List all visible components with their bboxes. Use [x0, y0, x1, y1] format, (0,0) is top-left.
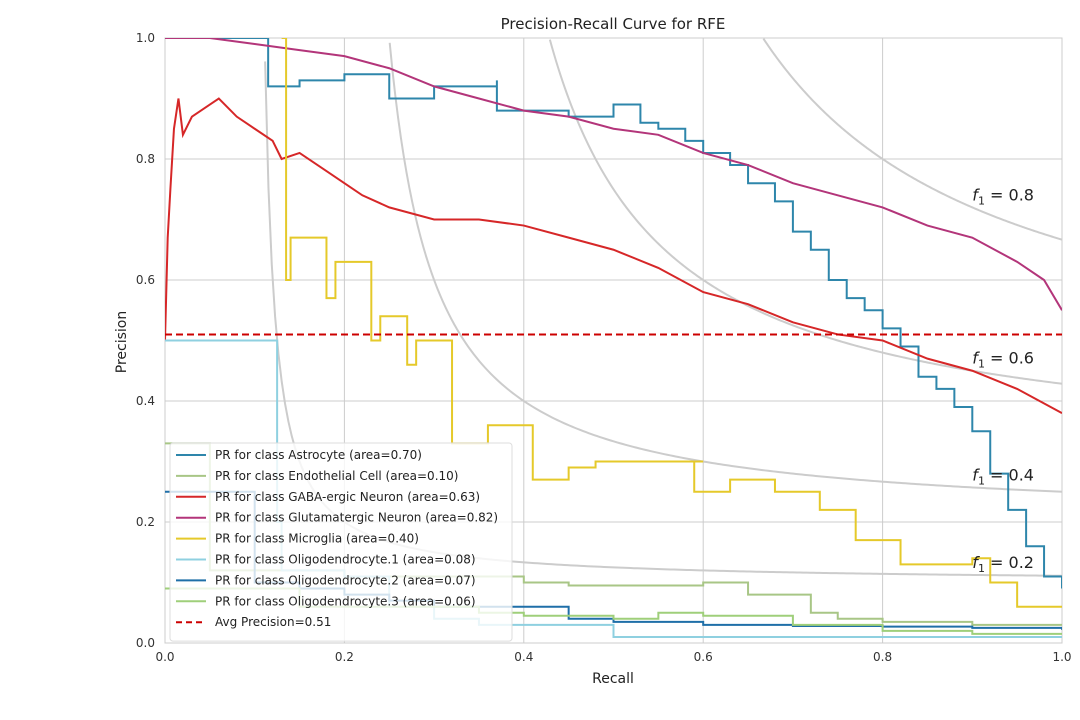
y-tick-label: 0.8 — [136, 152, 155, 166]
iso-f1-prefix: f — [972, 349, 980, 368]
x-tick-label: 0.0 — [155, 650, 174, 664]
legend-entry: PR for class Microglia (area=0.40) — [215, 532, 419, 546]
x-tick-label: 0.4 — [514, 650, 533, 664]
chart-title: Precision-Recall Curve for RFE — [501, 15, 726, 33]
iso-f1-prefix: f — [972, 553, 980, 572]
iso-f1-curve — [388, 42, 1062, 493]
series-line — [281, 38, 1062, 608]
tick-labels: 0.0 0.2 0.4 0.6 0.8 1.0 0.0 0.2 0.4 0.6 0.8 1.0 — [136, 31, 1072, 664]
x-tick-label: 0.6 — [694, 650, 713, 664]
iso-f1-subscript: 1 — [978, 358, 985, 371]
grid-lines — [164, 37, 1063, 644]
iso-f1-label: f1 = 0.4 — [972, 465, 1034, 487]
iso-f1-subscript: 1 — [978, 194, 985, 207]
iso-f1-subscript: 1 — [978, 474, 985, 487]
series-line — [165, 97, 1062, 414]
iso-f1-prefix: f — [972, 465, 980, 484]
y-tick-label: 0.6 — [136, 273, 155, 287]
legend-entry: PR for class GABA-ergic Neuron (area=0.6… — [215, 490, 480, 504]
y-axis-label: Precision — [114, 311, 130, 373]
legend-entry: PR for class Glutamatergic Neuron (area=… — [215, 511, 498, 525]
iso-f1-subscript: 1 — [978, 562, 985, 575]
legend-entry: PR for class Oligodendrocyte.3 (area=0.0… — [215, 594, 476, 608]
iso-f1-label: f1 = 0.2 — [972, 553, 1034, 575]
legend-box — [169, 442, 513, 642]
iso-f1-value: = 0.4 — [985, 465, 1034, 484]
iso-f1-curve — [762, 38, 1062, 241]
x-axis-label: Recall — [592, 671, 634, 687]
iso-f1-label: f1 = 0.6 — [972, 349, 1034, 371]
iso-f1-label: f1 = 0.8 — [972, 185, 1034, 207]
iso-f1-value: = 0.2 — [985, 553, 1034, 572]
legend-entry: Avg Precision=0.51 — [215, 615, 331, 629]
iso-f1-curve — [548, 39, 1062, 385]
x-tick-label: 0.8 — [873, 650, 892, 664]
iso-f1-value: = 0.6 — [985, 349, 1034, 368]
legend-entry: PR for class Endothelial Cell (area=0.10… — [215, 469, 458, 483]
legend-entry: PR for class Oligodendrocyte.1 (area=0.0… — [215, 553, 476, 567]
iso-f1-prefix: f — [972, 185, 980, 204]
y-tick-label: 0.0 — [136, 636, 155, 650]
x-tick-label: 1.0 — [1052, 650, 1071, 664]
series-line — [165, 38, 1062, 589]
legend-entry: PR for class Astrocyte (area=0.70) — [215, 448, 422, 462]
y-tick-label: 0.2 — [136, 515, 155, 529]
y-tick-label: 1.0 — [136, 31, 155, 45]
legend-entry: PR for class Oligodendrocyte.2 (area=0.0… — [215, 573, 476, 587]
x-tick-label: 0.2 — [335, 650, 354, 664]
legend: PR for class Astrocyte (area=0.70) PR for… — [169, 442, 513, 642]
series-line — [165, 38, 1062, 311]
iso-f1-value: = 0.8 — [985, 185, 1034, 204]
y-tick-label: 0.4 — [136, 394, 155, 408]
